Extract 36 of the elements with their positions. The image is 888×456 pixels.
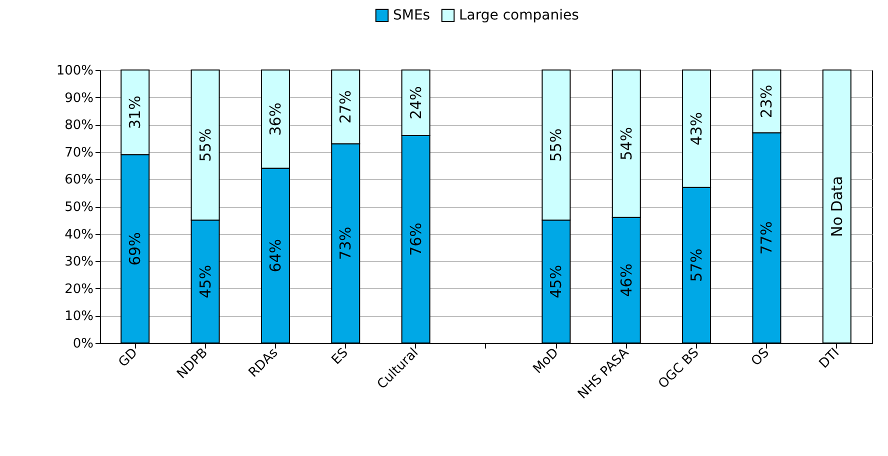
y-tick-label: 0% bbox=[72, 336, 94, 352]
y-tick-label: 10% bbox=[64, 309, 94, 324]
data-label: 23% bbox=[758, 84, 776, 118]
data-label: 27% bbox=[336, 90, 355, 124]
data-label: 76% bbox=[406, 222, 425, 256]
data-label: 46% bbox=[617, 264, 636, 297]
data-label: 69% bbox=[126, 232, 144, 266]
data-label: 55% bbox=[196, 128, 214, 162]
data-label: 57% bbox=[688, 248, 706, 282]
x-tick-label: DTI bbox=[816, 346, 843, 372]
data-label: 77% bbox=[758, 221, 776, 255]
x-tick-label: ES bbox=[329, 346, 352, 368]
data-label: No Data bbox=[828, 176, 846, 237]
y-tick-label: 40% bbox=[64, 227, 94, 242]
y-tick-label: 90% bbox=[64, 90, 94, 106]
y-tick-label: 30% bbox=[64, 254, 94, 270]
data-label: 36% bbox=[266, 102, 284, 136]
data-label: 45% bbox=[196, 264, 214, 298]
data-label: 55% bbox=[547, 128, 566, 162]
legend-label: SMEs bbox=[393, 7, 430, 24]
legend-label: Large companies bbox=[459, 7, 579, 24]
y-tick-label: 20% bbox=[64, 282, 94, 297]
data-label: 45% bbox=[547, 264, 566, 298]
y-tick-label: 60% bbox=[64, 172, 94, 188]
y-tick-label: 80% bbox=[64, 118, 94, 134]
data-label: 43% bbox=[688, 112, 706, 146]
data-label: 24% bbox=[406, 86, 425, 120]
x-tick-label: GD bbox=[116, 346, 141, 370]
data-label: 54% bbox=[617, 127, 636, 160]
data-label: 73% bbox=[336, 226, 355, 260]
data-label: 64% bbox=[266, 238, 284, 272]
y-tick-label: 50% bbox=[64, 200, 94, 215]
y-tick-label: 100% bbox=[56, 64, 94, 78]
y-tick-label: 70% bbox=[64, 145, 94, 160]
data-label: 31% bbox=[126, 96, 144, 129]
x-tick-label: OS bbox=[748, 346, 772, 370]
